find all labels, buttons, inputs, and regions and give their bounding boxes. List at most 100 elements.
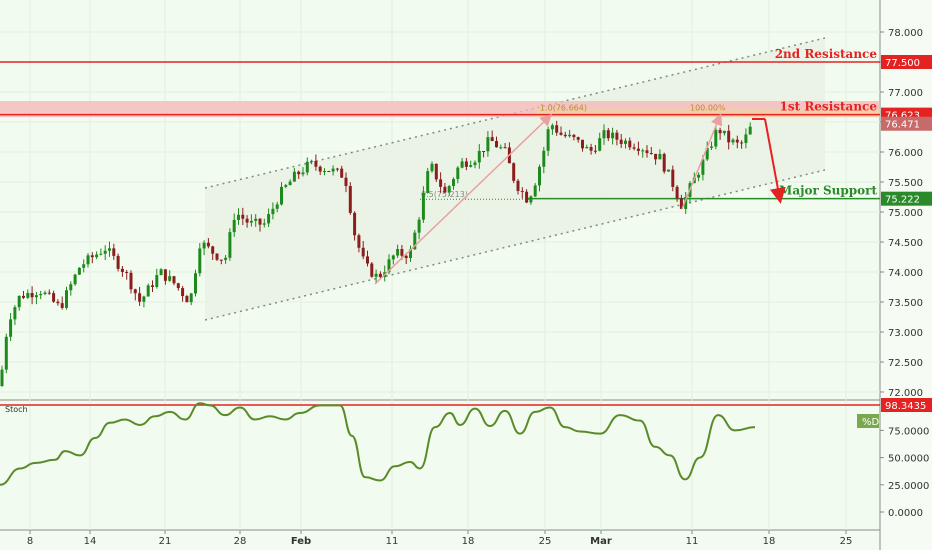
overbought-badge [881,398,932,413]
fib-zone [535,108,880,118]
candle-body [439,179,443,187]
candle-body [430,163,434,172]
y-tick-label: 72.000 [888,388,923,399]
impulse-arrow [374,113,553,285]
candle-body [714,129,718,147]
osc-tick-label: 25.0000 [888,481,929,492]
candle-body [198,248,202,274]
stoch-legend-text: %D [862,417,880,428]
candle-body [641,150,645,152]
candle-body [43,292,47,294]
candle-body [237,214,240,220]
level-label: Major Support [779,184,877,198]
candle-body [77,267,81,275]
candle-body [9,319,13,337]
y-tick-label: 78.000 [888,28,923,39]
candle-body [649,153,653,155]
candle-body [284,185,288,187]
candle-body [297,171,301,175]
candle-body [611,132,615,139]
candle-body [181,288,185,297]
candle-body [533,185,537,197]
x-tick-label: 18 [763,536,776,547]
x-tick-label: Mar [590,536,612,547]
candle-body [679,198,683,209]
candle-body [426,171,430,193]
candle-body [245,218,249,223]
candle-body [228,232,232,258]
candle-body [155,275,159,287]
candle-body [249,220,253,223]
candle-body [318,166,322,172]
level-badge-text: 76.623 [885,111,920,122]
candle-body [563,134,567,137]
y-tick-label: 72.500 [888,358,923,369]
candle-body [490,137,494,142]
candle-body [675,186,679,199]
candle-body [99,253,103,255]
stoch-title: Stoch [5,405,28,414]
candle-body [615,132,619,140]
candle-body [710,146,713,148]
candle-body [138,293,142,302]
level-label: 1st Resistance [780,100,878,114]
candle-body [206,242,210,247]
candle-body [722,130,726,134]
candle-body [658,153,662,160]
candle-body [30,293,34,298]
candle-body [219,259,223,261]
candle-body [421,192,425,220]
candle-body [499,147,503,149]
candle-body [473,162,477,166]
level-badge-text: 77.500 [885,58,920,69]
candle-body [267,214,271,224]
candle-body [576,137,580,140]
candle-body [417,219,421,233]
y-tick-label: 75.500 [888,178,923,189]
candle-body [185,296,189,303]
candle-body [103,250,107,254]
candle-body [624,140,627,144]
candle-body [460,161,464,168]
candle-body [17,295,21,308]
candle-body [254,218,258,221]
stoch-line [0,402,756,486]
candle-body [520,190,524,192]
candle-body [542,150,546,167]
candle-body [464,161,468,167]
channel-lower-line [204,169,826,321]
candle-body [387,259,391,273]
candle-body [69,284,73,291]
candle-body [323,171,326,173]
y-tick-label: 76.000 [888,148,923,159]
candle-body [142,296,146,302]
overbought-badge-text: 98.3435 [885,401,926,412]
candle-body [550,125,554,130]
candle-body [112,248,116,256]
candle-body [684,196,688,209]
y-tick-label: 74.000 [888,268,923,279]
candle-body [133,289,137,294]
candle-body [619,139,623,144]
candle-body [39,293,43,296]
candle-body [636,148,640,151]
candle-body [357,235,361,248]
candle-body [120,268,124,272]
candle-body [744,134,748,143]
candle-body [331,168,335,172]
candle-body [735,139,739,143]
candle-body [593,150,597,152]
candle-body [288,181,292,186]
candle-body [366,256,369,264]
y-tick-label: 73.000 [888,328,923,339]
candle-body [327,171,331,173]
candle-body [486,137,490,152]
candle-body [503,147,507,149]
candle-body [701,159,705,175]
fib-top-label-2: 100.00% [690,104,726,113]
candle-body [211,246,215,254]
axes: 72.000 72.500 73.000 73.500 74.000 74.500 75.0… [27,28,932,547]
level-badge [881,191,932,206]
candle-body [82,264,86,268]
